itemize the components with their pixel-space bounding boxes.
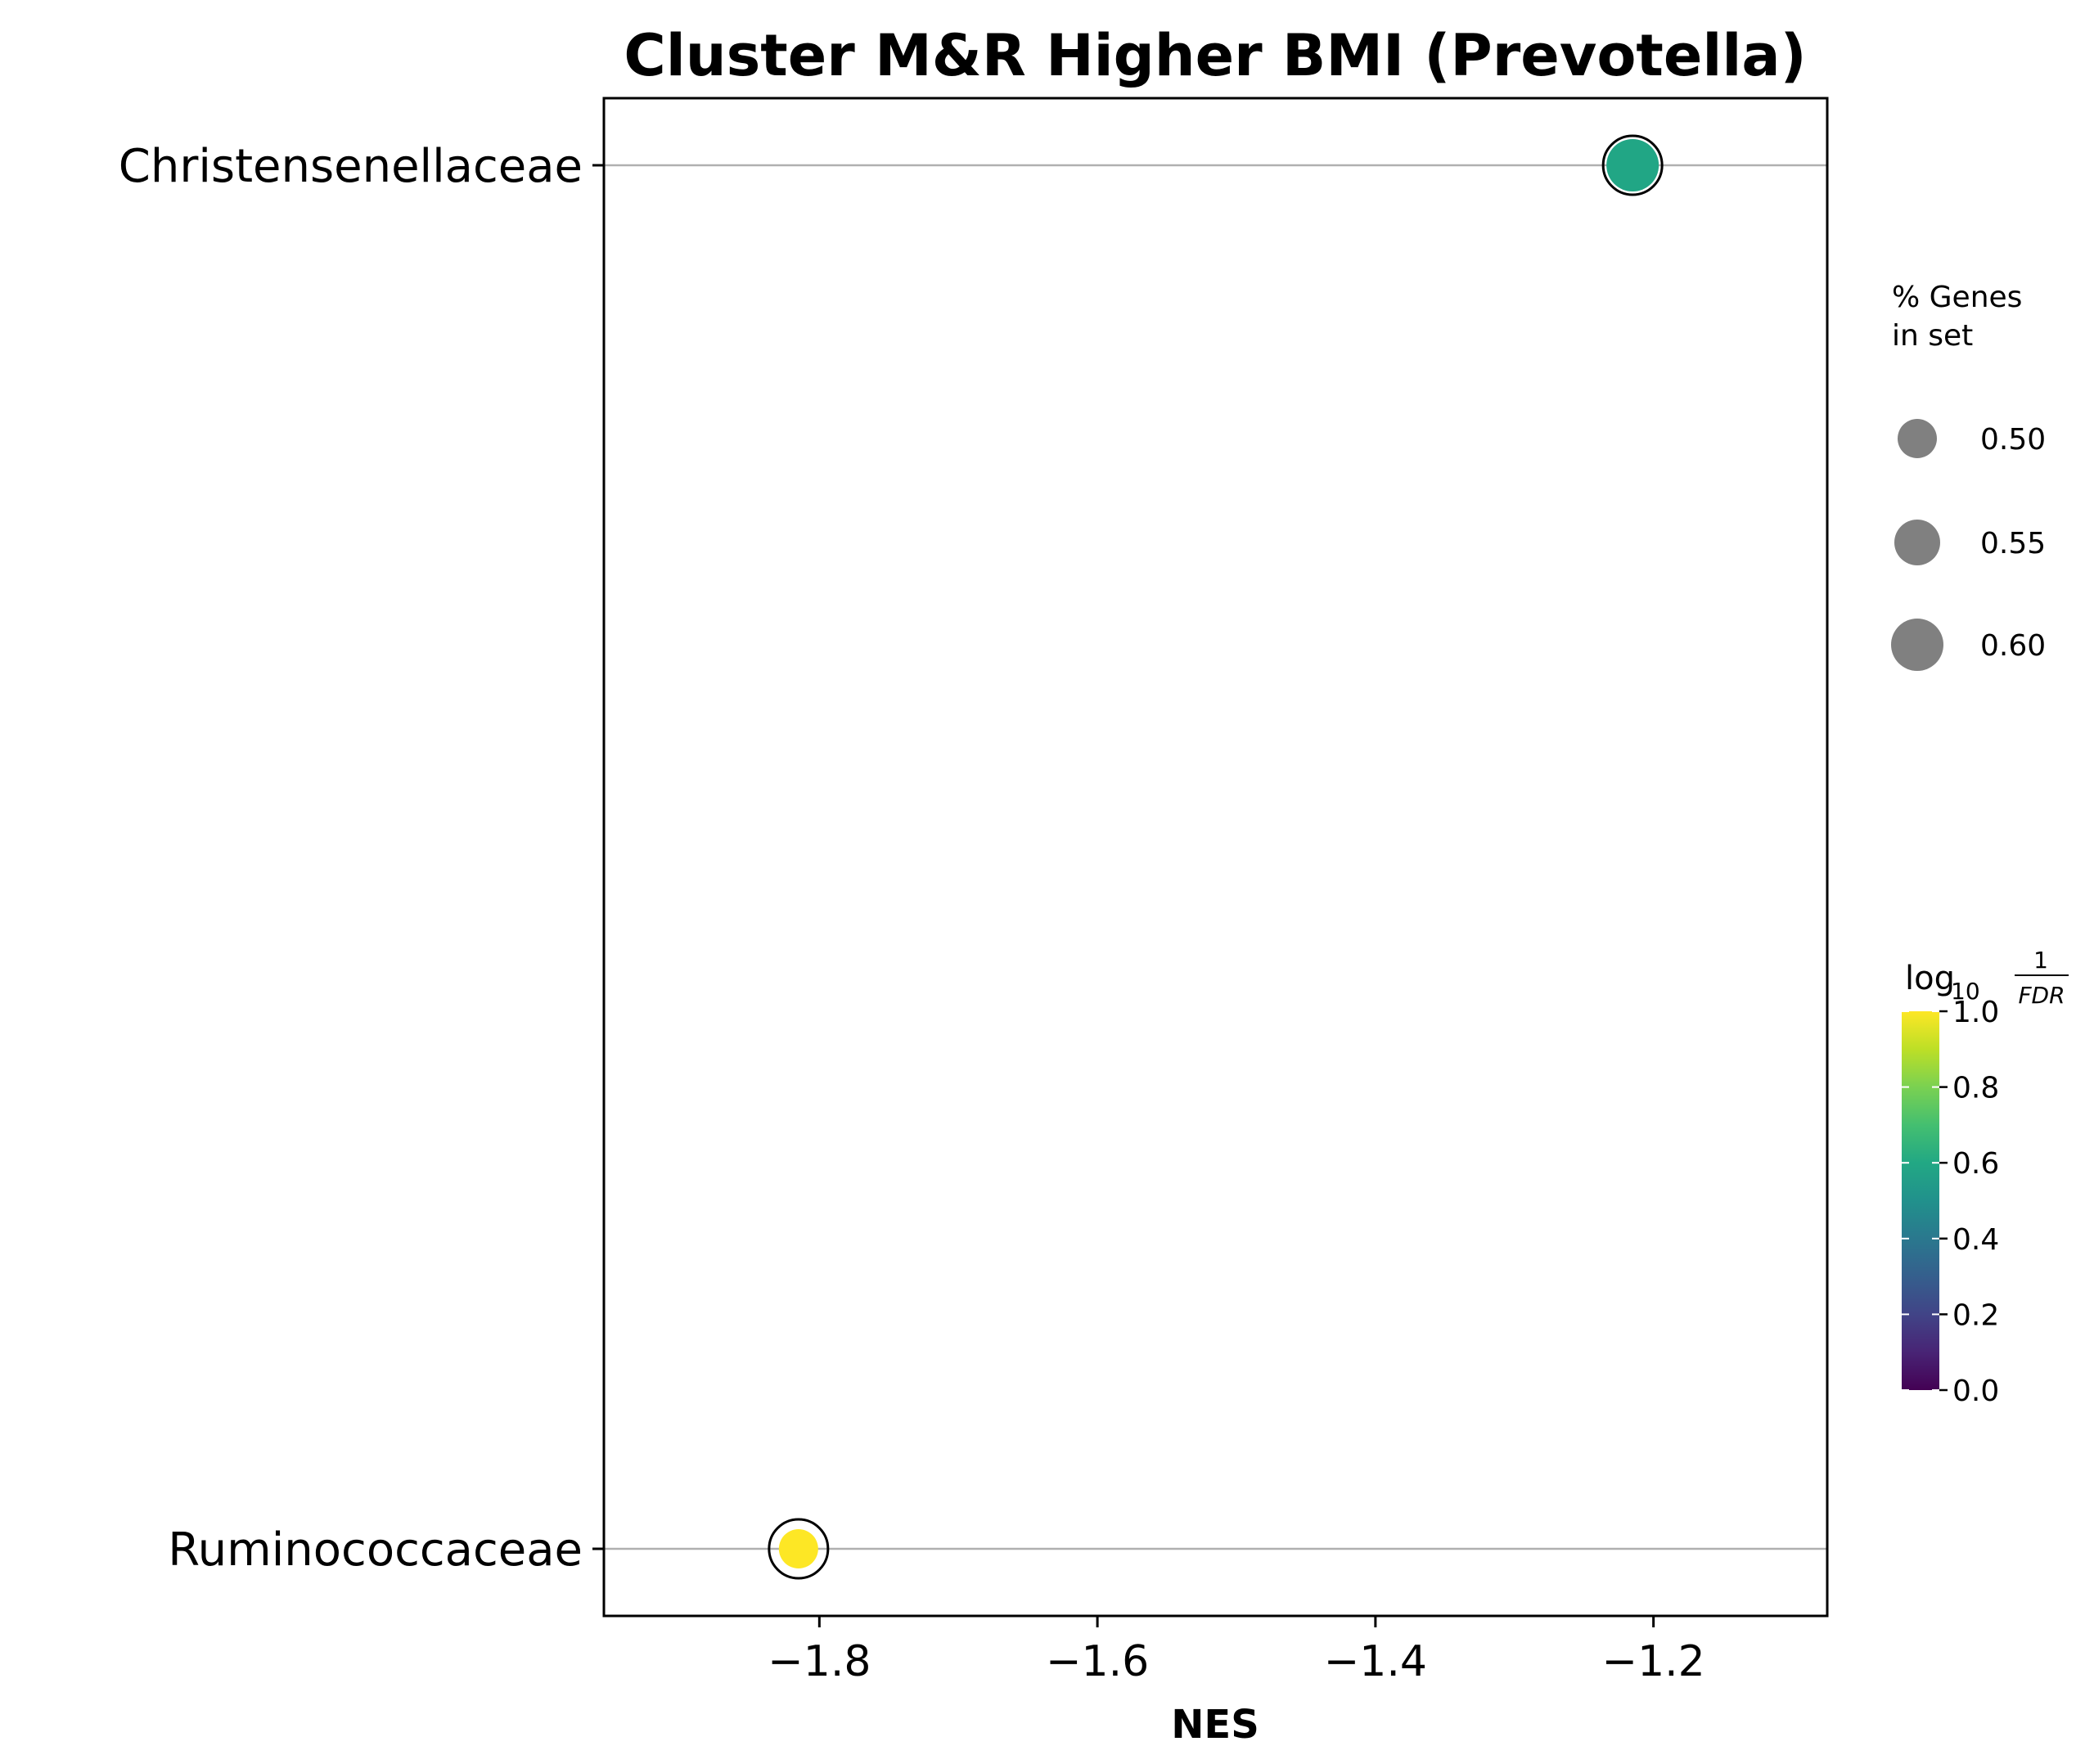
- plot-frame: [604, 98, 1827, 1616]
- chart-title: Cluster M&R Higher BMI (Prevotella): [624, 22, 1806, 89]
- data-points: [769, 136, 1662, 1578]
- size-legend-marker: [1891, 619, 1943, 671]
- colorbar-tick-label: 0.2: [1952, 1298, 1999, 1332]
- data-point: [1606, 139, 1659, 191]
- colorbar-tick-label: 1.0: [1952, 996, 1999, 1029]
- size-legend-entries: 0.50 0.55 0.60: [1891, 419, 2046, 671]
- size-legend-marker: [1894, 520, 1940, 565]
- colorbar-tick-label: 0.8: [1952, 1072, 1999, 1105]
- size-legend: % Genes in set 0.50 0.55 0.60: [1891, 281, 2046, 671]
- colorbar: log 10 1 FDR 0.00.20.40.60.81.0: [1902, 947, 2069, 1408]
- size-legend-label: 0.50: [1980, 423, 2046, 457]
- ytick-label: Christensenellaceae: [119, 140, 583, 193]
- size-legend-label: 0.55: [1980, 527, 2046, 560]
- size-legend-marker: [1898, 419, 1937, 458]
- x-axis: −1.8 −1.6 −1.4 −1.2: [768, 1616, 1705, 1686]
- data-point: [779, 1529, 818, 1568]
- xtick-label: −1.2: [1602, 1637, 1705, 1686]
- xtick-label: −1.8: [768, 1637, 871, 1686]
- colorbar-tick-label: 0.6: [1952, 1147, 1999, 1181]
- y-axis: Christensenellaceae Ruminococcaceae: [119, 140, 1827, 1577]
- colorbar-gradient: [1902, 1011, 1939, 1390]
- xtick-label: −1.6: [1046, 1637, 1149, 1686]
- size-legend-label: 0.60: [1980, 629, 2046, 663]
- ytick-label: Ruminococcaceae: [168, 1523, 583, 1577]
- colorbar-tick-label: 0.4: [1952, 1223, 1999, 1257]
- colorbar-title-numerator: 1: [2033, 947, 2048, 974]
- x-axis-label: NES: [1171, 1702, 1259, 1748]
- size-legend-title-line1: % Genes: [1892, 281, 2022, 314]
- size-legend-title-line2: in set: [1892, 319, 1973, 353]
- xtick-label: −1.4: [1324, 1637, 1427, 1686]
- colorbar-title-denominator: FDR: [2018, 982, 2065, 1009]
- colorbar-tick-label: 0.0: [1952, 1375, 1999, 1408]
- colorbar-title-main: log: [1905, 960, 1955, 997]
